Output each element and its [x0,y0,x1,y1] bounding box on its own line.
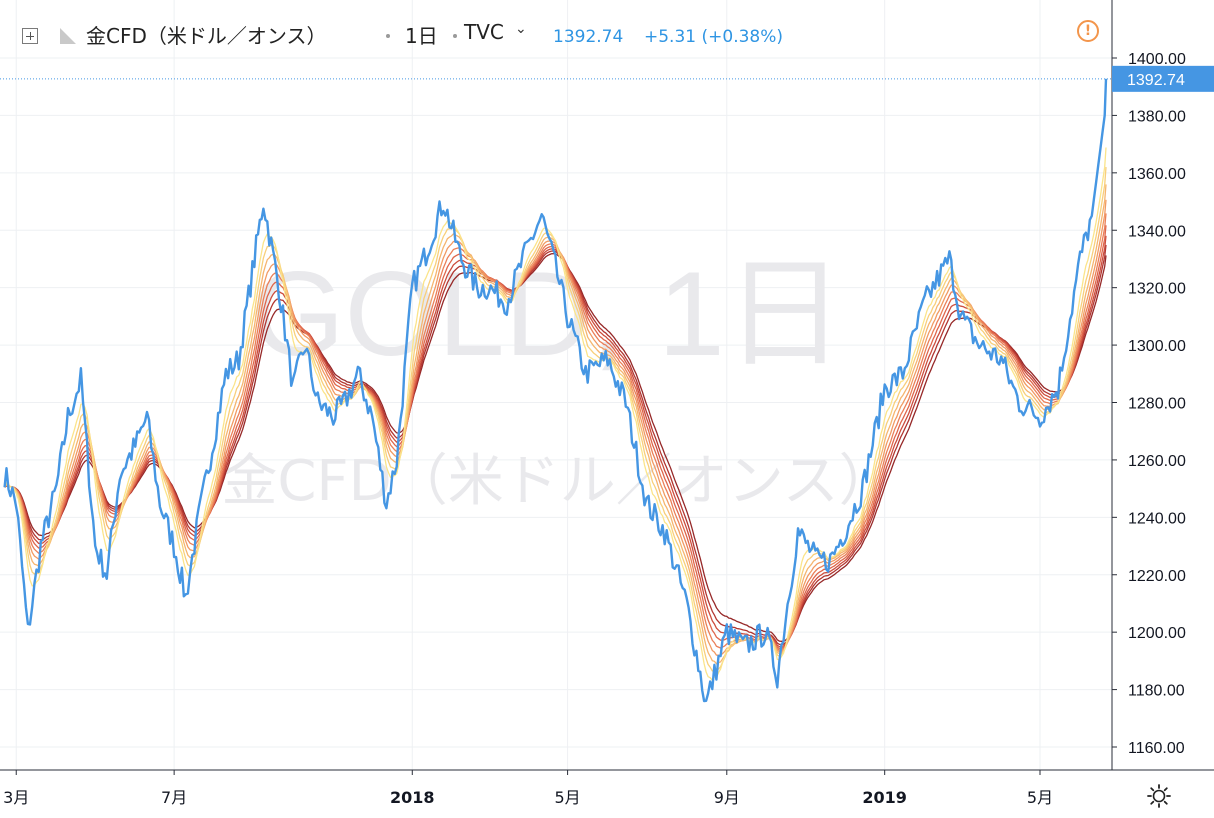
interval-label[interactable]: 1日 [405,24,438,48]
x-tick-label: 9月 [714,788,740,807]
y-tick-label: 1240.00 [1128,510,1186,527]
chevron-down-icon[interactable]: ⌄ [515,21,527,37]
expand-icon[interactable] [22,28,38,44]
ema-line [4,213,1107,651]
exchange-label[interactable]: TVC [464,20,504,44]
separator-dot [453,34,457,38]
y-tick-label: 1160.00 [1128,740,1185,757]
y-tick-label: 1360.00 [1128,166,1186,183]
x-tick-label: 2019 [862,788,907,807]
watermark-text: GOLD, 1日 [251,247,845,381]
ema-line [4,199,1107,656]
ema-line [4,252,1107,642]
y-tick-label: 1300.00 [1128,338,1186,355]
y-tick-label: 1400.00 [1128,51,1186,68]
y-tick-label: 1320.00 [1128,281,1186,298]
flag-icon[interactable] [60,28,76,44]
x-tick-label: 5月 [554,788,580,807]
y-tick-label: 1340.00 [1128,223,1186,240]
ema-line [4,184,1107,665]
separator-dot [386,34,390,38]
x-tick-label: 7月 [161,788,187,807]
y-tick-label: 1260.00 [1128,453,1186,470]
y-tick-label: 1380.00 [1128,108,1186,125]
x-tick-label: 3月 [3,788,29,807]
gear-icon[interactable] [1146,783,1172,809]
x-tick-label: 5月 [1027,788,1053,807]
warning-icon[interactable]: ! [1077,20,1099,42]
last-price-tag [1112,65,1214,92]
y-tick-label: 1200.00 [1128,625,1186,642]
last-price-label: 1392.74 [1127,72,1185,89]
ema-line [4,147,1107,682]
y-tick-label: 1180.00 [1128,683,1185,700]
x-tick-label: 2018 [390,788,435,807]
y-tick-label: 1220.00 [1128,568,1186,585]
price-line[interactable] [3,78,1108,703]
symbol-name[interactable]: 金CFD（米ドル／オンス） [86,24,327,48]
last-price: 1392.74 [553,27,624,47]
price-change: +5.31 (+0.38%) [644,27,784,47]
y-tick-label: 1280.00 [1128,396,1186,413]
watermark-subtext: 金CFD（米ドル／オンス） [221,449,894,514]
